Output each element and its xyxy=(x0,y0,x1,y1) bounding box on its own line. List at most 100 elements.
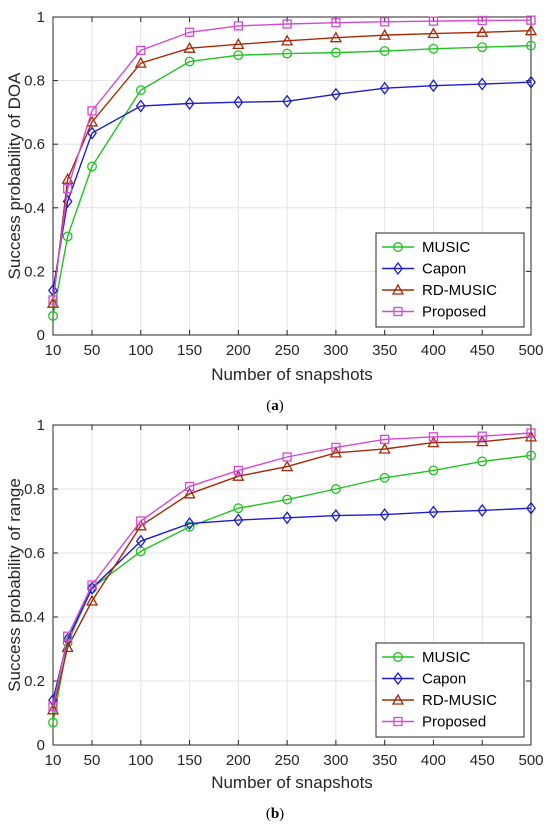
axes-frame xyxy=(52,16,532,336)
data-point xyxy=(428,505,439,519)
y-tick-label: 0.4 xyxy=(24,609,45,626)
axes-frame xyxy=(52,424,532,746)
data-point xyxy=(184,516,195,531)
data-point xyxy=(330,508,341,523)
data-point xyxy=(282,511,293,525)
x-tick-label: 350 xyxy=(372,342,397,359)
y-axis-label: Success probability of range xyxy=(5,478,24,692)
panel-caption-a: (a) xyxy=(266,398,284,414)
legend-label: RD-MUSIC xyxy=(422,692,497,709)
data-point xyxy=(428,79,439,93)
y-tick-label: 0.6 xyxy=(24,136,45,153)
data-point xyxy=(477,456,488,467)
data-point xyxy=(380,17,390,27)
data-point xyxy=(46,703,60,715)
caption-letter: b xyxy=(271,806,279,822)
data-point xyxy=(85,115,99,127)
data-point xyxy=(477,42,488,53)
series-line xyxy=(52,81,532,291)
data-point xyxy=(329,446,343,458)
data-point xyxy=(233,50,244,61)
y-tick-label: 0.8 xyxy=(24,73,45,90)
caption-open: ( xyxy=(266,398,271,414)
data-point xyxy=(183,487,196,499)
data-point xyxy=(233,513,244,527)
data-point xyxy=(526,75,536,89)
x-tick-label: 200 xyxy=(226,342,251,359)
data-point xyxy=(48,310,58,321)
series-proposed xyxy=(48,428,536,712)
legend-label: Proposed xyxy=(422,304,486,321)
y-tick-label: 1 xyxy=(37,417,45,434)
x-tick-label: 200 xyxy=(226,752,251,769)
legend-label: MUSIC xyxy=(422,239,471,256)
data-point xyxy=(379,81,390,95)
data-point xyxy=(282,48,293,59)
data-point xyxy=(526,40,536,51)
data-point xyxy=(477,503,488,518)
data-point xyxy=(330,87,341,101)
data-point xyxy=(526,450,536,461)
x-tick-label: 400 xyxy=(421,752,446,769)
data-point xyxy=(183,41,196,53)
data-point xyxy=(524,24,538,36)
x-tick-label: 250 xyxy=(275,342,300,359)
data-point xyxy=(282,452,292,462)
legend-item: Capon xyxy=(382,671,466,688)
data-point xyxy=(476,435,489,447)
data-point xyxy=(135,99,146,113)
x-tick-label: 300 xyxy=(323,342,348,359)
legend-marker xyxy=(393,652,403,662)
legend-item: MUSIC xyxy=(382,239,471,256)
data-point xyxy=(184,521,195,532)
data-point xyxy=(282,494,293,505)
data-point xyxy=(232,38,245,49)
series-proposed xyxy=(48,15,536,305)
data-point xyxy=(62,231,73,242)
data-point xyxy=(526,501,536,515)
y-tick-label: 0 xyxy=(37,327,45,344)
data-point xyxy=(380,434,390,445)
data-point xyxy=(184,481,195,492)
data-point xyxy=(184,96,195,111)
x-tick-label: 500 xyxy=(518,342,543,359)
data-point xyxy=(233,465,243,476)
data-point xyxy=(331,18,341,28)
legend-item: MUSIC xyxy=(382,649,471,666)
data-point xyxy=(379,508,390,522)
data-point xyxy=(233,95,244,109)
data-point xyxy=(331,442,341,453)
x-tick-label: 100 xyxy=(128,342,153,359)
x-tick-label: 350 xyxy=(372,752,397,769)
data-point xyxy=(85,594,99,606)
x-tick-label: 10 xyxy=(45,342,62,359)
data-point xyxy=(62,631,73,641)
data-point xyxy=(379,472,390,483)
y-axis-label: Success probability of DOA xyxy=(5,72,24,280)
data-point xyxy=(233,503,244,514)
x-tick-label: 50 xyxy=(84,752,101,769)
data-point xyxy=(282,94,293,108)
data-point xyxy=(428,43,439,54)
data-point xyxy=(428,465,439,476)
legend-item: RD-MUSIC xyxy=(382,692,497,709)
y-tick-label: 0.8 xyxy=(24,481,45,498)
caption-open: ( xyxy=(266,806,271,822)
data-point xyxy=(282,19,292,29)
data-point xyxy=(87,161,97,172)
series-capon xyxy=(48,75,536,298)
legend-label: RD-MUSIC xyxy=(422,282,497,299)
data-point xyxy=(330,484,341,494)
data-point xyxy=(87,580,97,590)
x-tick-label: 150 xyxy=(177,342,202,359)
data-point xyxy=(233,21,243,31)
x-tick-label: 450 xyxy=(470,752,495,769)
data-point xyxy=(46,296,60,308)
x-axis-label: Number of snapshots xyxy=(211,365,373,384)
y-tick-label: 0.2 xyxy=(24,263,45,280)
series-capon xyxy=(48,501,536,707)
data-point xyxy=(477,431,487,441)
x-tick-label: 450 xyxy=(470,342,495,359)
